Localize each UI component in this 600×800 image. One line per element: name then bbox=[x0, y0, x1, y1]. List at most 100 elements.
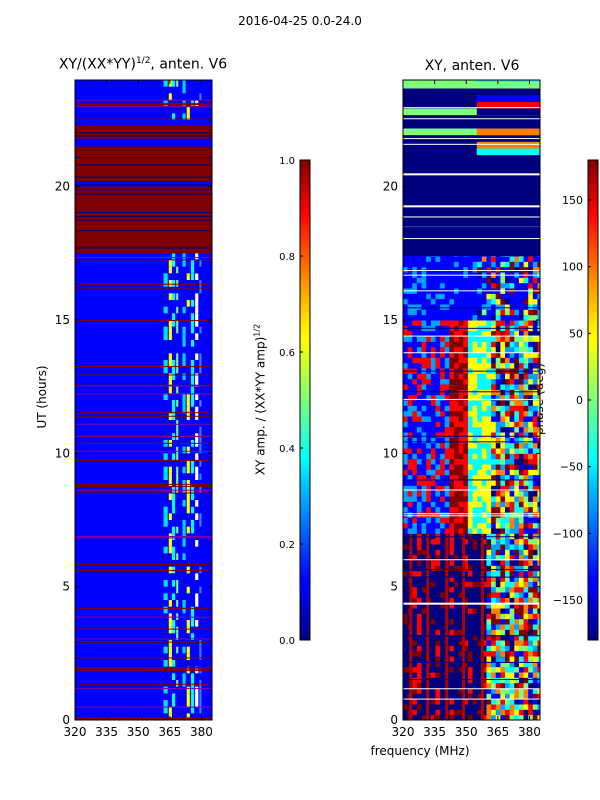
right-phase-cell bbox=[481, 656, 487, 662]
right-phase-cell bbox=[528, 448, 534, 454]
left-rfi-cell bbox=[199, 546, 202, 554]
right-phase-cell bbox=[430, 432, 436, 438]
left-rfi-cell bbox=[176, 520, 179, 527]
right-phase-cell bbox=[500, 661, 506, 668]
right-scan-line bbox=[403, 435, 540, 437]
right-phase-cell bbox=[454, 704, 460, 710]
right-phase-cell bbox=[532, 693, 538, 700]
left-scan-line bbox=[75, 319, 212, 321]
x-tick-label: 335 bbox=[95, 725, 118, 739]
right-phase-cell bbox=[491, 394, 497, 401]
right-phase-cell bbox=[467, 378, 474, 385]
right-phase-cell bbox=[426, 522, 432, 529]
right-phase-cell bbox=[421, 437, 427, 444]
left-rfi-cell bbox=[186, 446, 190, 454]
left-rfi-cell bbox=[186, 506, 190, 514]
right-phase-cell bbox=[403, 682, 409, 689]
right-phase-cell bbox=[528, 293, 534, 300]
right-phase-cell bbox=[523, 533, 529, 540]
left-gap-line bbox=[75, 156, 212, 158]
right-phase-cell bbox=[495, 538, 501, 545]
right-phase-cell bbox=[518, 544, 525, 550]
right-phase-cell bbox=[477, 314, 483, 321]
right-phase-cell bbox=[532, 656, 538, 662]
right-phase-cell bbox=[463, 474, 469, 481]
right-phase-cell bbox=[412, 608, 418, 614]
left-scan-line bbox=[75, 628, 212, 630]
left-rfi-cell bbox=[182, 326, 186, 334]
right-phase-cell bbox=[449, 618, 455, 625]
right-phase-cell bbox=[514, 688, 520, 694]
right-phase-cell bbox=[444, 432, 450, 438]
right-phase-cell bbox=[449, 640, 455, 646]
right-phase-cell bbox=[532, 714, 538, 720]
right-phase-cell bbox=[509, 506, 515, 513]
left-rfi-cell bbox=[190, 680, 195, 687]
left-rfi-cell bbox=[182, 480, 186, 487]
right-phase-cell bbox=[481, 522, 487, 529]
right-phase-cell bbox=[495, 378, 501, 385]
right-phase-cell bbox=[481, 581, 487, 588]
right-phase-cell bbox=[528, 709, 534, 716]
right-phase-cell bbox=[495, 266, 501, 273]
right-phase-cell bbox=[477, 698, 483, 705]
left-rfi-cell bbox=[176, 466, 179, 474]
right-phase-cell bbox=[537, 549, 540, 556]
right-scan-line bbox=[403, 226, 540, 228]
right-phase-cell bbox=[426, 277, 432, 284]
right-phase-cell bbox=[440, 586, 446, 593]
right-phase-cell bbox=[463, 277, 469, 284]
right-phase-cell bbox=[532, 608, 538, 614]
left-scan-line bbox=[75, 616, 212, 618]
right-phase-cell bbox=[407, 501, 413, 508]
right-phase-cell bbox=[518, 554, 525, 561]
right-phase-cell bbox=[454, 256, 460, 262]
right-top-band bbox=[403, 141, 540, 149]
left-rfi-cell bbox=[171, 626, 176, 634]
right-phase-cell bbox=[421, 405, 427, 412]
right-phase-cell bbox=[444, 480, 450, 486]
left-rfi-cell bbox=[186, 666, 190, 674]
right-phase-cell bbox=[449, 298, 455, 305]
left-rfi-cell bbox=[171, 313, 176, 320]
right-phase-cell bbox=[407, 512, 413, 518]
right-phase-cell bbox=[435, 458, 441, 465]
right-scan-line bbox=[403, 307, 540, 309]
right-phase-cell bbox=[467, 474, 474, 481]
right-phase-cell bbox=[458, 256, 464, 262]
right-phase-cell bbox=[440, 592, 446, 598]
left-rfi-cell bbox=[186, 566, 190, 574]
left-rfi-cell bbox=[186, 273, 190, 280]
right-phase-cell bbox=[444, 512, 450, 518]
right-phase-cell bbox=[491, 624, 497, 630]
right-phase-cell bbox=[477, 320, 483, 326]
right-phase-cell bbox=[430, 298, 436, 305]
left-scan-line bbox=[75, 450, 212, 452]
right-phase-cell bbox=[416, 352, 423, 358]
left-rfi-cell bbox=[199, 373, 202, 380]
right-phase-cell bbox=[491, 613, 497, 620]
right-phase-cell bbox=[412, 618, 418, 625]
right-phase-cell bbox=[440, 256, 446, 262]
right-phase-cell bbox=[500, 256, 506, 262]
right-phase-cell bbox=[416, 586, 423, 593]
right-phase-cell bbox=[514, 650, 520, 657]
right-phase-cell bbox=[412, 261, 418, 268]
right-phase-cell bbox=[463, 336, 469, 342]
right-phase-cell bbox=[430, 282, 436, 289]
right-phase-cell bbox=[449, 293, 455, 300]
right-phase-cell bbox=[440, 618, 446, 625]
right-phase-cell bbox=[528, 714, 534, 720]
right-phase-cell bbox=[463, 373, 469, 380]
right-cb-tick-label: −150 bbox=[553, 594, 583, 607]
right-phase-cell bbox=[421, 533, 427, 540]
right-phase-cell bbox=[491, 314, 497, 321]
right-phase-cell bbox=[518, 645, 525, 652]
right-phase-cell bbox=[458, 458, 464, 465]
right-phase-cell bbox=[440, 597, 446, 604]
right-phase-cell bbox=[500, 416, 506, 422]
right-phase-cell bbox=[449, 501, 455, 508]
right-phase-cell bbox=[518, 442, 525, 449]
right-phase-cell bbox=[523, 437, 529, 444]
left-rfi-cell bbox=[171, 280, 176, 287]
